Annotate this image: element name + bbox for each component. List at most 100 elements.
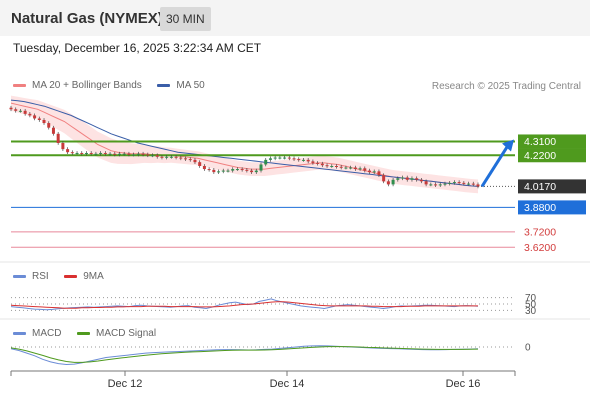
candle-body bbox=[259, 164, 263, 171]
candle-body bbox=[471, 183, 475, 185]
candle-body bbox=[330, 166, 334, 167]
candle-body bbox=[113, 153, 117, 155]
x-axis-label: Dec 12 bbox=[108, 378, 143, 390]
candle-body bbox=[452, 182, 456, 184]
candle-body bbox=[80, 152, 84, 154]
candle-body bbox=[429, 184, 433, 186]
macd-signal-swatch bbox=[77, 332, 91, 335]
pivot-level-label: 3.8800 bbox=[524, 202, 556, 214]
bollinger-legend-label: MA 20 + Bollinger Bands bbox=[32, 80, 142, 91]
rsi-axis-tick: 70 bbox=[525, 293, 537, 304]
candle-body bbox=[89, 152, 93, 154]
header-bar: Natural Gas (NYMEX) 30 MIN bbox=[0, 0, 590, 36]
candle-body bbox=[386, 181, 390, 185]
candle-body bbox=[339, 166, 343, 168]
candle-body bbox=[301, 159, 305, 161]
candle-body bbox=[353, 167, 357, 170]
resistance-level-tag bbox=[518, 134, 586, 149]
candle-body bbox=[424, 181, 428, 185]
credit-text: Research © 2025 Trading Central bbox=[431, 81, 581, 92]
candle-body bbox=[188, 159, 192, 161]
macd-axis-tick: 0 bbox=[525, 343, 531, 354]
candle-body bbox=[405, 177, 409, 180]
candle-body bbox=[122, 153, 126, 155]
candle-body bbox=[320, 163, 324, 166]
x-axis-label: Dec 14 bbox=[270, 378, 305, 390]
candle-body bbox=[358, 168, 362, 170]
candle-body bbox=[283, 157, 287, 159]
candle-body bbox=[476, 184, 480, 187]
candle-body bbox=[202, 166, 206, 170]
candle-body bbox=[108, 153, 112, 155]
macd-swatch bbox=[13, 332, 26, 335]
candle-body bbox=[368, 170, 372, 173]
candle-body bbox=[221, 170, 225, 172]
candle-body bbox=[174, 156, 178, 158]
rsi-ma-line bbox=[10, 301, 478, 309]
last-level-tag bbox=[518, 179, 586, 194]
rsi-legend: RSI 9MA bbox=[13, 271, 104, 282]
bollinger-swatch bbox=[13, 84, 26, 87]
support-level-label: 3.6200 bbox=[524, 242, 556, 254]
support-level-label: 3.7200 bbox=[524, 226, 556, 238]
candle-body bbox=[28, 113, 32, 116]
candle-body bbox=[151, 155, 155, 157]
candle-body bbox=[51, 127, 55, 134]
candle-body bbox=[146, 154, 150, 156]
timestamp: Tuesday, December 16, 2025 3:22:34 AM CE… bbox=[13, 41, 262, 55]
main-legend: MA 20 + Bollinger Bands MA 50 bbox=[13, 80, 205, 91]
candle-body bbox=[316, 162, 320, 164]
projection-arrow-shaft bbox=[480, 144, 510, 188]
rsi-swatch bbox=[13, 275, 26, 278]
candle-body bbox=[334, 166, 338, 167]
candle-body bbox=[42, 120, 46, 124]
candle-body bbox=[207, 169, 211, 171]
candle-body bbox=[9, 107, 13, 110]
candle-body bbox=[349, 167, 353, 169]
candle-body bbox=[193, 159, 197, 163]
candle-body bbox=[226, 170, 230, 172]
candle-body bbox=[297, 159, 301, 161]
candle-body bbox=[245, 169, 249, 171]
candle-body bbox=[287, 157, 291, 159]
ma50-line bbox=[10, 99, 479, 187]
candle-body bbox=[457, 182, 461, 184]
candle-body bbox=[66, 149, 70, 153]
rsi-ma-swatch bbox=[64, 275, 78, 278]
ma50-legend-label: MA 50 bbox=[176, 80, 205, 91]
macd-signal-legend-label: MACD Signal bbox=[96, 328, 157, 339]
candle-body bbox=[70, 152, 74, 154]
candle-body bbox=[410, 178, 414, 180]
resistance-level-label: 4.2200 bbox=[524, 150, 556, 162]
candle-body bbox=[99, 152, 103, 154]
rsi-axis-tick: 50 bbox=[525, 300, 537, 311]
candle-body bbox=[396, 178, 400, 180]
rsi-legend-label: RSI bbox=[32, 271, 49, 282]
candle-body bbox=[438, 184, 442, 186]
rsi-axis-tick: 30 bbox=[525, 306, 537, 317]
candle-body bbox=[132, 154, 136, 156]
last-level-label: 4.0170 bbox=[524, 181, 556, 193]
candle-body bbox=[278, 157, 282, 159]
candle-body bbox=[415, 178, 419, 180]
candle-body bbox=[268, 158, 272, 160]
candle-body bbox=[198, 162, 202, 166]
candle-body bbox=[401, 177, 405, 179]
pivot-level-tag bbox=[518, 200, 586, 215]
candle-body bbox=[33, 115, 37, 119]
candle-body bbox=[235, 169, 239, 171]
candle-body bbox=[448, 182, 452, 184]
candle-body bbox=[155, 155, 159, 157]
candle-body bbox=[264, 159, 268, 165]
candle-body bbox=[56, 133, 60, 143]
candle-body bbox=[419, 179, 423, 182]
candle-body bbox=[325, 165, 329, 167]
macd-legend-label: MACD bbox=[32, 328, 62, 339]
resistance-level-tag bbox=[518, 148, 586, 163]
candle-body bbox=[61, 143, 65, 150]
candle-body bbox=[311, 161, 315, 163]
candle-body bbox=[306, 159, 310, 162]
candle-body bbox=[84, 152, 88, 154]
timeframe-badge[interactable]: 30 MIN bbox=[160, 7, 211, 31]
